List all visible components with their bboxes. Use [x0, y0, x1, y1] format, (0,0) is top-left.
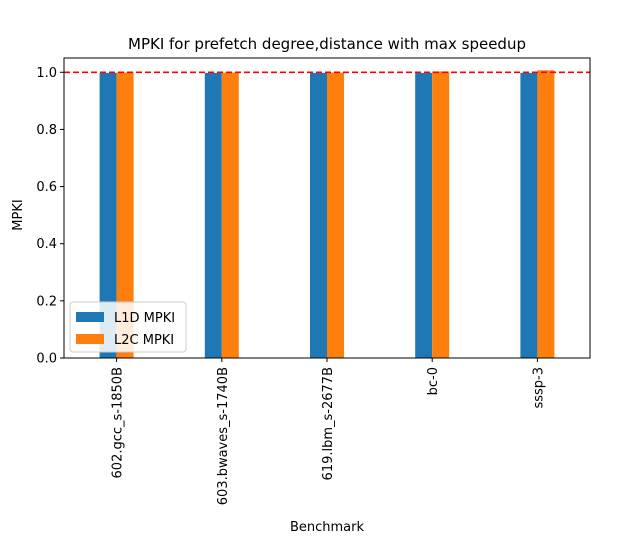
y-tick-label: 0.0	[36, 352, 57, 367]
bar-l2c-mpki	[327, 72, 344, 359]
x-tick-label: 602.gcc_s-1850B	[111, 367, 126, 478]
y-tick-label: 0.4	[36, 237, 57, 252]
bar-l2c-mpki	[116, 72, 134, 359]
legend-swatch	[76, 334, 104, 344]
y-tick-label: 0.2	[36, 294, 57, 309]
x-tick-label: sssp-3	[531, 367, 546, 409]
y-tick-label: 0.8	[36, 123, 57, 138]
chart-title: MPKI for prefetch degree,distance with m…	[128, 35, 526, 53]
x-axis-label: Benchmark	[290, 520, 365, 535]
x-tick-label: 603.bwaves_s-1740B	[216, 367, 231, 505]
y-axis-label: MPKI	[11, 199, 26, 230]
bar-l1d-mpki	[520, 72, 538, 358]
legend: L1D MPKI L2C MPKI	[69, 301, 187, 353]
bar-l2c-mpki	[221, 72, 239, 359]
bar-l2c-mpki	[537, 70, 555, 359]
bar-l1d-mpki	[310, 72, 327, 358]
x-tick-label: 619.lbm_s-2677B	[321, 367, 336, 480]
x-tick-label: bc-0	[426, 367, 441, 395]
y-tick-label: 1.0	[36, 66, 57, 81]
legend-label: L2C MPKI	[114, 333, 174, 348]
bars	[99, 70, 555, 359]
y-tick-label: 0.6	[36, 180, 57, 195]
legend-swatch	[76, 312, 104, 322]
x-axis-ticks: 602.gcc_s-1850B 603.bwaves_s-1740B 619.lbm…	[111, 358, 546, 505]
legend-label: L1D MPKI	[114, 311, 175, 326]
y-axis-ticks: 0.0 0.2 0.4 0.6 0.8 1.0	[36, 66, 64, 367]
bar-l2c-mpki	[432, 71, 450, 358]
bar-l1d-mpki	[204, 72, 222, 358]
bar-l1d-mpki	[415, 72, 433, 358]
bar-l1d-mpki	[99, 72, 117, 358]
